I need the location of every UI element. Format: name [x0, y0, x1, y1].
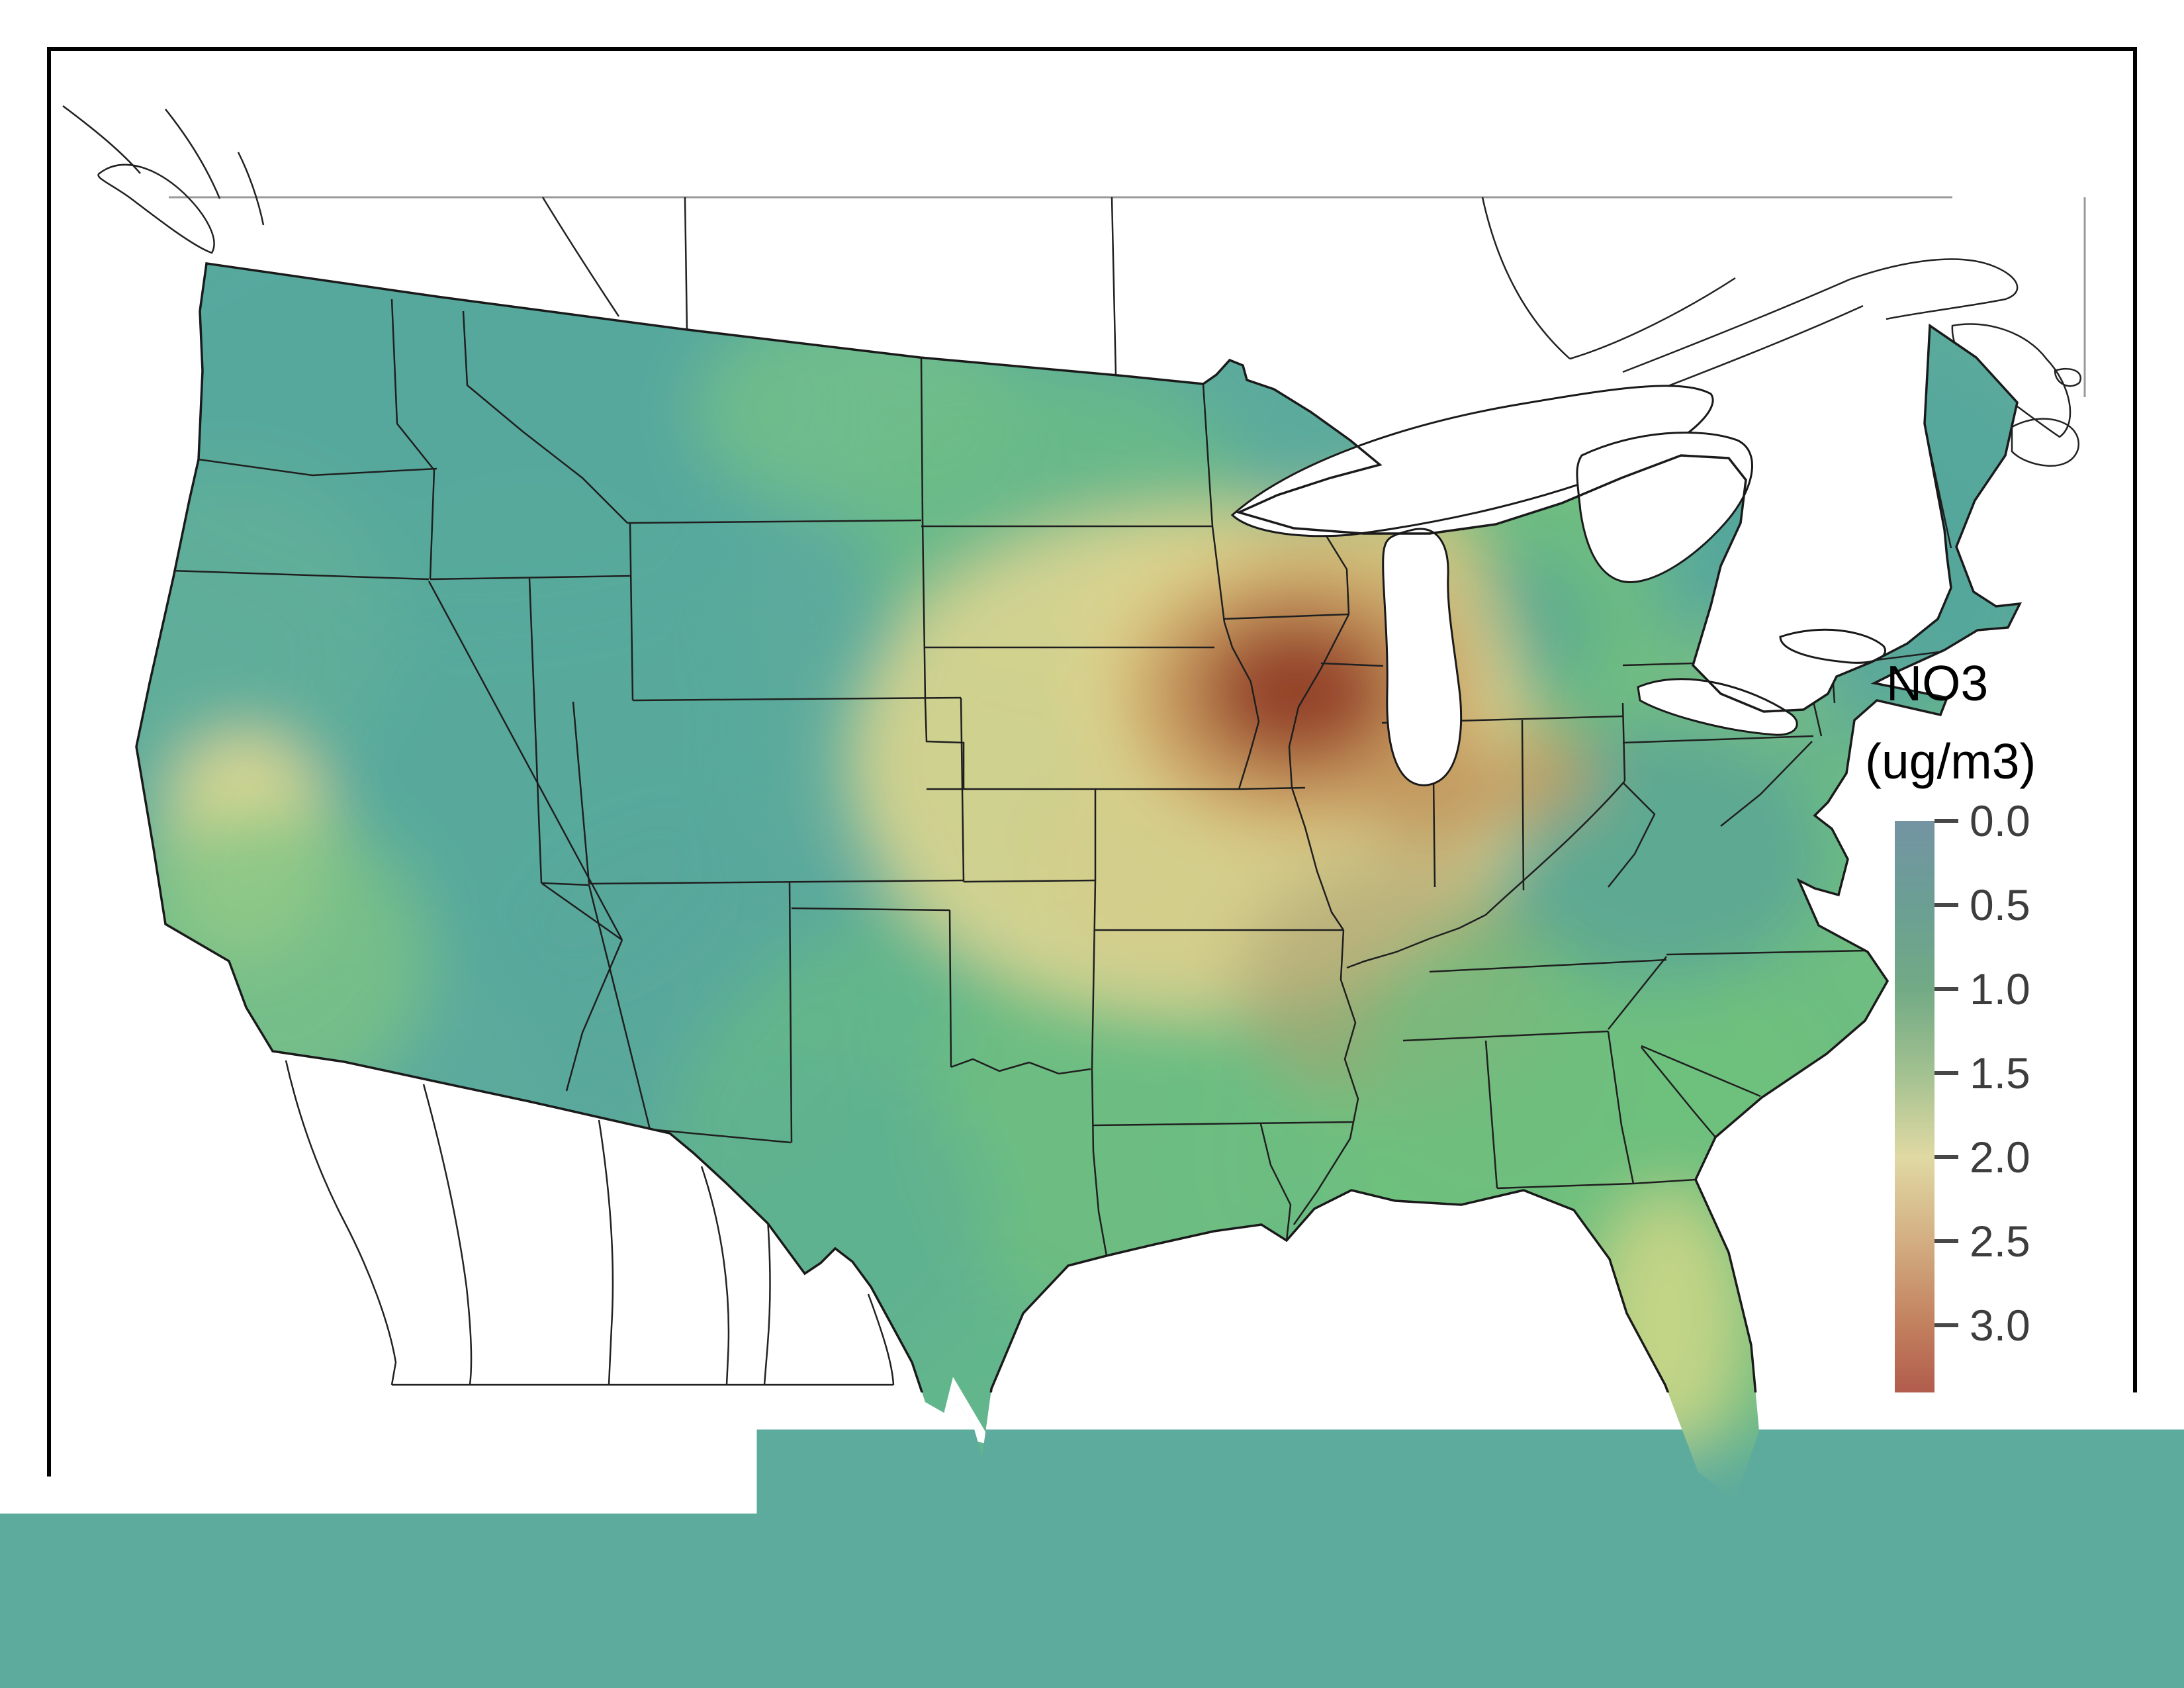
legend-title-line1: NO3: [1886, 655, 1988, 711]
figure-page: NO3 (ug/m3) 0.0 0.5 1.0 1.5 2.0 2.5 3.0 …: [0, 0, 2184, 1688]
tick-label-5: 2.5: [1970, 1217, 2030, 1266]
legend-title-line2: (ug/m3): [1865, 733, 2036, 789]
tick-label-8: >4.0: [1970, 1469, 2056, 1518]
tick-label-0: 0.0: [1970, 796, 2030, 845]
credit-label: USEPA 11/03/23: [1750, 1602, 2095, 1649]
source-label: Source: CASTNET: [99, 1602, 469, 1649]
hotspot-ohio: [1476, 728, 1595, 821]
tick-label-2: 1.0: [1970, 964, 2030, 1013]
legend-colorbar: [1895, 821, 1934, 1493]
tick-label-7: 3.5: [1970, 1385, 2030, 1434]
tick-label-6: 3.0: [1970, 1301, 2030, 1350]
map-figure-canvas: NO3 (ug/m3) 0.0 0.5 1.0 1.5 2.0 2.5 3.0 …: [0, 0, 2184, 1688]
tick-label-1: 0.5: [1970, 880, 2030, 929]
tick-label-4: 2.0: [1970, 1133, 2030, 1182]
figure-caption: Ambient particulate nitrate concentratio…: [859, 1526, 2120, 1577]
tick-label-3: 1.5: [1970, 1049, 2030, 1098]
surface-deepsouth-green: [1357, 927, 1621, 1192]
